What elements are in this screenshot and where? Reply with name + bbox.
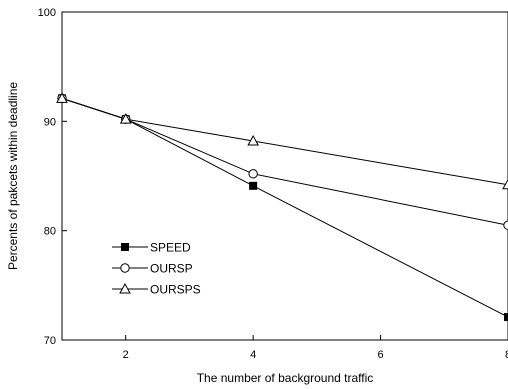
plot-frame	[61, 11, 508, 341]
legend-item-oursps: OURSPS	[112, 283, 201, 297]
legend-label: SPEED	[150, 241, 191, 255]
legend-marker-speed	[121, 243, 129, 251]
data-point-oursps	[247, 134, 259, 146]
y-tick-label: 70	[44, 335, 56, 347]
data-point-oursps	[119, 113, 132, 124]
series-line-speed	[61, 97, 508, 318]
y-tick-label: 100	[38, 7, 56, 19]
x-axis-label: The number of background traffic	[197, 371, 374, 385]
y-axis-label: Percents of pakcets within deadline	[6, 82, 20, 270]
data-point-speed	[504, 313, 508, 322]
legend-item-speed: SPEED	[112, 241, 191, 255]
data-point-oursps	[56, 92, 68, 103]
data-point-oursp	[248, 169, 258, 179]
axis-ticks: 2 4 6 8 70 80 90 100	[38, 7, 508, 361]
legend-label: OURSPS	[150, 283, 201, 297]
x-tick-label: 6	[378, 349, 384, 361]
legend-marker-oursps	[119, 282, 131, 294]
series-oursps	[56, 92, 508, 190]
series-line-oursps	[61, 97, 508, 186]
x-tick-label: 8	[505, 349, 508, 361]
y-tick-label: 90	[44, 116, 56, 128]
legend-marker-oursp	[120, 263, 130, 273]
data-point-oursp	[503, 220, 508, 230]
y-tick-label: 80	[44, 226, 56, 238]
legend-label: OURSP	[150, 262, 193, 276]
x-tick-label: 4	[250, 349, 256, 361]
data-point-oursps	[502, 178, 508, 190]
data-point-speed	[249, 181, 258, 190]
legend: SPEED OURSP OURSPS	[112, 241, 201, 297]
legend-item-oursp: OURSP	[112, 262, 193, 276]
x-tick-label: 2	[123, 349, 129, 361]
